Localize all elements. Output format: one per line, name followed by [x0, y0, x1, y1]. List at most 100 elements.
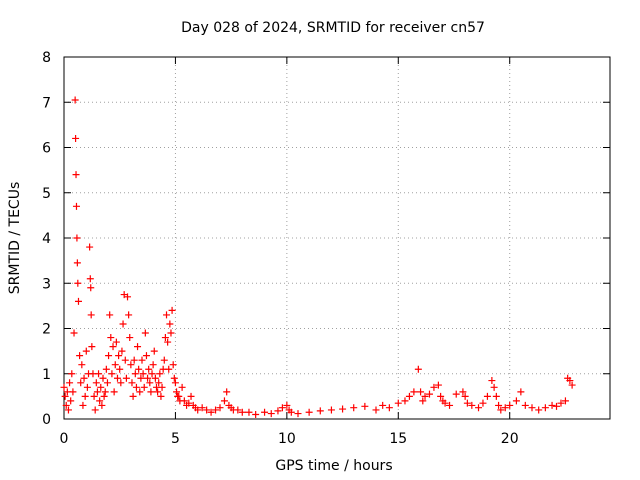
y-tick-label: 8: [42, 50, 51, 66]
data-point: [144, 374, 152, 382]
y-tick-label: 7: [42, 95, 51, 111]
data-point: [122, 374, 130, 382]
x-tick-label: 0: [60, 431, 69, 447]
x-tick-label: 20: [501, 431, 519, 447]
data-point: [155, 379, 163, 387]
tick-labels: 0 1 2 3 4 5 6 7 8 0 5 10 15 20: [42, 50, 519, 447]
data-point: [441, 399, 449, 407]
data-point: [535, 406, 543, 414]
data-point: [145, 365, 153, 373]
data-point: [146, 379, 154, 387]
data-point: [141, 329, 149, 337]
y-tick-label: 4: [42, 231, 51, 247]
data-point: [156, 370, 164, 378]
data-point: [410, 388, 418, 396]
data-point: [252, 410, 260, 418]
data-point: [394, 399, 402, 407]
y-tick-label: 6: [42, 141, 51, 157]
data-point: [108, 370, 116, 378]
data-point: [138, 356, 146, 364]
data-point: [185, 399, 193, 407]
data-point: [66, 379, 74, 387]
data-point: [187, 392, 195, 400]
data-point: [434, 381, 442, 389]
data-point: [73, 259, 81, 267]
data-point: [87, 284, 95, 292]
data-point: [80, 374, 88, 382]
data-point: [361, 402, 369, 410]
y-tick-label: 1: [42, 367, 51, 383]
data-point: [483, 392, 491, 400]
data-point: [437, 392, 445, 400]
data-point: [234, 406, 242, 414]
x-tick-label: 15: [389, 431, 407, 447]
data-point: [421, 392, 429, 400]
data-point: [82, 347, 90, 355]
data-point: [148, 370, 156, 378]
data-point: [163, 311, 171, 319]
data-point: [113, 374, 121, 382]
data-point: [74, 297, 82, 305]
data-point: [294, 410, 302, 418]
data-point: [90, 392, 98, 400]
data-point: [151, 374, 159, 382]
data-point: [459, 388, 467, 396]
data-point: [70, 329, 78, 337]
data-point: [425, 390, 433, 398]
data-point: [414, 365, 422, 373]
data-point: [561, 397, 569, 405]
data-point: [238, 408, 246, 416]
data-point: [401, 397, 409, 405]
data-point: [68, 370, 76, 378]
data-point: [521, 401, 529, 409]
data-point: [149, 361, 157, 369]
data-point: [131, 370, 139, 378]
data-point: [339, 405, 347, 413]
data-point: [77, 379, 85, 387]
data-point: [327, 406, 335, 414]
data-point: [112, 338, 120, 346]
data-point: [81, 392, 89, 400]
data-point: [468, 401, 476, 409]
data-point: [92, 379, 100, 387]
data-point: [71, 96, 79, 104]
data-point: [167, 329, 175, 337]
data-point: [194, 406, 202, 414]
data-point: [568, 381, 576, 389]
data-point: [490, 383, 498, 391]
data-point: [405, 392, 413, 400]
data-point: [169, 361, 177, 369]
data-point: [115, 352, 123, 360]
data-point: [528, 404, 536, 412]
data-point: [124, 293, 132, 301]
data-point: [135, 365, 143, 373]
data-point: [316, 407, 324, 415]
data-point: [140, 383, 148, 391]
data-point: [127, 361, 135, 369]
data-point: [100, 392, 108, 400]
data-point: [91, 406, 99, 414]
y-tick-label: 5: [42, 186, 51, 202]
data-point: [168, 306, 176, 314]
data-point: [488, 377, 496, 385]
data-point: [72, 171, 80, 179]
data-point: [125, 311, 133, 319]
y-tick-label: 3: [42, 276, 51, 292]
data-point: [97, 383, 105, 391]
data-point: [132, 383, 140, 391]
data-point: [223, 388, 231, 396]
data-point: [101, 388, 109, 396]
data-point: [506, 401, 514, 409]
data-point: [287, 408, 295, 416]
data-points: [60, 96, 576, 418]
data-point: [245, 408, 253, 416]
data-point: [203, 406, 211, 414]
x-axis-label: GPS time / hours: [275, 458, 392, 474]
data-point: [212, 406, 220, 414]
data-point: [128, 379, 136, 387]
data-point: [88, 343, 96, 351]
data-point: [283, 401, 291, 409]
data-point: [102, 365, 110, 373]
data-point: [372, 406, 380, 414]
data-point: [501, 404, 509, 412]
